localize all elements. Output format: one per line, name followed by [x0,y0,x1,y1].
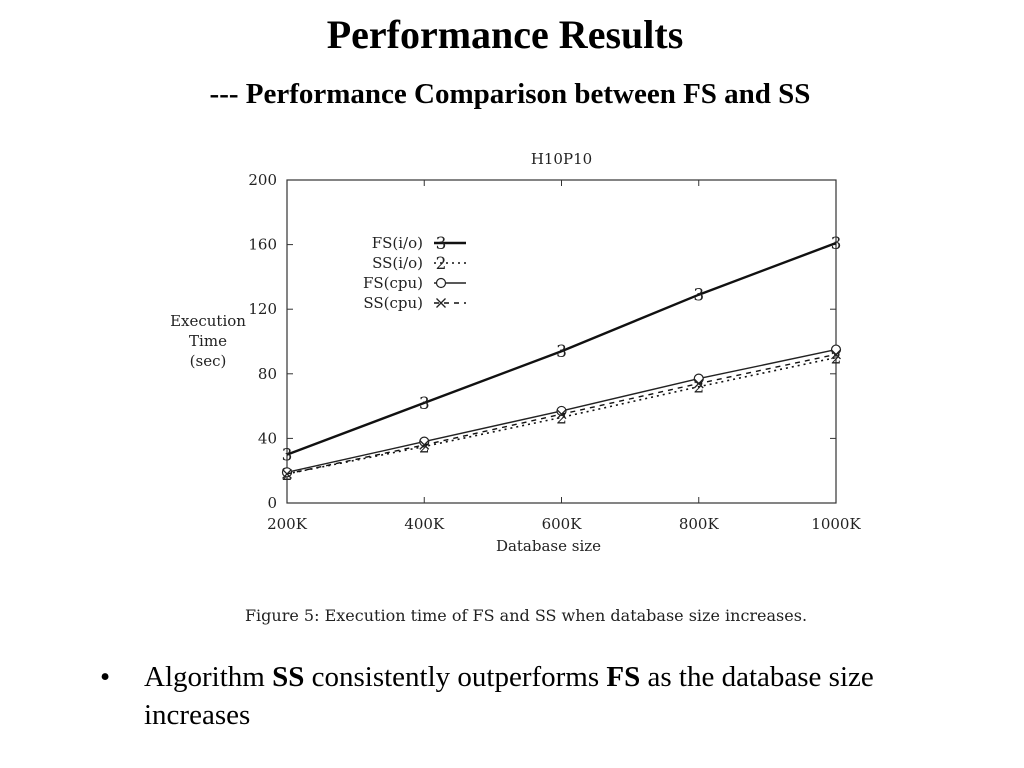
data-point [693,378,704,389]
bullet-marker: • [100,661,111,693]
y-tick-label: 200 [248,171,277,189]
data-point: 2 [556,408,567,428]
legend-label: FS(i/o) [372,234,423,252]
data-point: 3 [693,286,704,306]
y-axis-label: Time [189,332,227,350]
y-tick-label: 0 [267,494,277,512]
slide-subtitle: --- Performance Comparison between FS an… [209,78,811,110]
x-tick-label: 200K [267,515,308,533]
legend-label: SS(i/o) [372,254,423,272]
data-point [282,468,292,479]
data-point [831,349,841,360]
y-tick-label: 80 [258,365,277,383]
execution-time-chart: H10P10 0 40 80 120 160 200 200K 400K 600K 800K 1000… [170,150,861,625]
x-axis-label: Database size [496,537,601,555]
x-tick-label: 600K [542,515,583,533]
legend-marker: 3 [436,234,447,254]
series-line [286,241,837,456]
slide-title: Performance Results [326,12,684,57]
bullet-text: Algorithm SS consistently outperforms FS… [144,658,974,734]
y-tick-label: 120 [248,300,277,318]
data-point: 2 [419,437,430,457]
bullet-part-bold: SS [272,661,305,693]
legend-label: FS(cpu) [363,274,423,292]
data-point [830,344,842,355]
x-tick-label: 400K [404,515,445,533]
y-axis-label: (sec) [190,352,227,370]
data-point [281,467,293,478]
data-point: 3 [419,394,430,414]
x-tick-label: 800K [679,515,720,533]
bullet-part: consistently outperforms [304,661,607,693]
data-point [556,409,567,420]
data-point [693,373,704,384]
bullet-part: as the database size increases [144,661,874,731]
data-point: 3 [556,342,567,362]
y-axis-label: Execution [170,312,246,330]
chart-title: H10P10 [531,150,592,168]
bullet-part-bold: FS [606,661,641,693]
figure-caption: Figure 5: Execution time of FS and SS wh… [245,606,807,625]
legend-marker [435,277,447,289]
y-tick-label: 160 [248,236,277,254]
legend-label: SS(cpu) [363,294,423,312]
legend-marker: 2 [436,254,447,274]
data-point: 3 [282,446,293,466]
data-point: 3 [831,234,842,254]
data-point [419,439,430,450]
data-point: 2 [831,349,842,369]
data-point: 2 [693,378,704,398]
y-tick-label: 40 [258,429,277,447]
bullet-part: Algorithm [144,661,273,693]
x-tick-label: 1000K [811,515,861,533]
legend-marker [436,298,446,308]
